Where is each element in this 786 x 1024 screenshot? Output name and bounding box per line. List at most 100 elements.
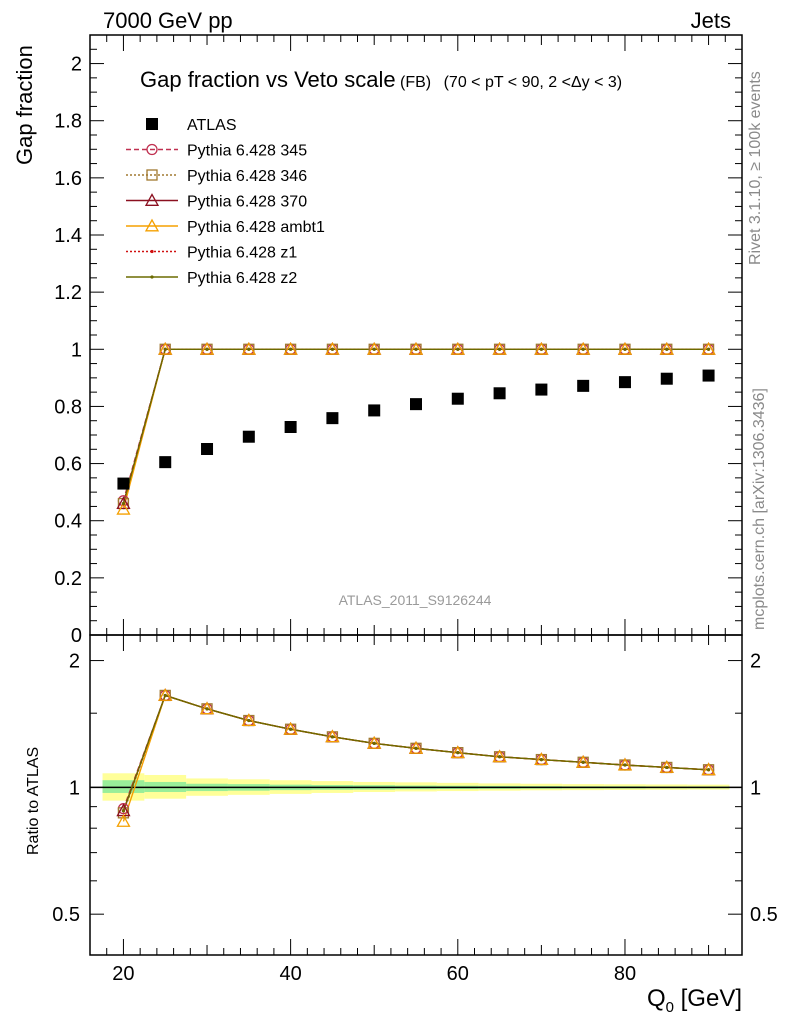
ratio-series-marker — [205, 707, 209, 711]
ratio-y-tick-label: 0.5 — [52, 904, 80, 926]
ratio-series-marker — [414, 746, 418, 750]
legend: ATLAS Pythia 6.428 345 Pythia 6.428 346 Pyt… — [126, 117, 325, 287]
x-axis-title-q: Q — [647, 985, 666, 1012]
ratio-series-marker — [408, 740, 424, 754]
main-series-marker — [247, 347, 251, 351]
ratio-series-marker — [539, 757, 543, 762]
mcplots-label: mcplots.cern.ch [arXiv:1306.3436] — [751, 388, 768, 630]
legend-label: Pythia 6.428 z1 — [187, 245, 297, 262]
legend-swatch-marker — [144, 193, 160, 206]
data-point — [702, 369, 715, 382]
header-left: 7000 GeV pp — [103, 8, 233, 33]
main-y-tick-label: 0.6 — [54, 454, 82, 476]
ratio-series-marker — [283, 721, 298, 735]
main-series-marker — [617, 341, 633, 355]
ratio-band-green — [102, 780, 145, 793]
ratio-bands — [90, 773, 742, 801]
ratio-frame — [89, 634, 743, 956]
ratio-series-marker — [372, 741, 376, 745]
main-series-marker — [205, 347, 209, 351]
ratio-series-marker — [659, 760, 674, 773]
ratio-series-marker — [247, 718, 251, 723]
data-point — [284, 421, 297, 433]
legend-swatch-marker — [146, 118, 158, 130]
data-point — [493, 387, 506, 400]
main-series-marker — [414, 347, 418, 351]
analysis-watermark: ATLAS_2011_S9126244 — [339, 592, 492, 608]
data-point — [618, 376, 631, 389]
main-series-marker — [121, 501, 126, 506]
ratio-series-marker — [497, 755, 502, 759]
legend-swatch-marker — [144, 218, 160, 232]
main-y-tick-label: 2 — [71, 54, 82, 76]
x-axis-title-unit: [GeV] — [674, 985, 742, 1012]
legend-swatch-marker — [150, 249, 154, 254]
ratio-series-marker — [450, 745, 465, 759]
x-tick-label: 40 — [279, 963, 301, 985]
main-y-tick-label: 1.8 — [54, 111, 82, 133]
main-title-cut: (70 < pT < 90, 2 <Δy < 3) — [444, 74, 623, 91]
main-series-marker — [450, 341, 465, 355]
ratio-series-marker — [617, 757, 633, 771]
ratio-series-marker — [121, 809, 126, 813]
data-point — [201, 443, 214, 455]
data-point — [368, 404, 381, 417]
main-y-axis-title: Gap fraction — [12, 45, 37, 165]
ratio-series-marker — [241, 713, 256, 726]
ratio-series-marker — [456, 751, 460, 755]
ratio-y-tick-label: 2 — [69, 651, 80, 673]
main-y-tick-label: 0 — [71, 625, 82, 647]
ratio-y-tick-label-right: 0.5 — [750, 904, 778, 926]
x-tick-label: 20 — [112, 963, 134, 985]
ratio-series-marker — [701, 762, 716, 776]
x-tick-label: 60 — [447, 963, 469, 985]
ratio-series-marker — [163, 693, 167, 698]
main-series-marker — [492, 341, 507, 355]
main-y-tick-label: 0.4 — [54, 511, 82, 533]
data-point — [117, 477, 130, 490]
main-series-marker — [330, 347, 335, 351]
x-axis-title-sub: 0 — [666, 999, 674, 1016]
main-series-marker — [289, 347, 293, 351]
main-series-marker — [241, 341, 256, 355]
main-title-text: Gap fraction vs Veto scale — [140, 67, 396, 92]
legend-swatch-marker — [150, 275, 154, 279]
main-series-marker — [372, 347, 376, 351]
main-series-marker — [116, 501, 131, 515]
main-series-layer — [116, 341, 716, 515]
main-series-marker — [701, 341, 716, 355]
main-y-tick-label: 1.6 — [54, 168, 82, 190]
ratio-series-marker — [116, 814, 131, 827]
data-point — [451, 392, 464, 405]
data-point — [326, 412, 339, 425]
ratio-series-marker — [289, 727, 293, 731]
main-series-marker — [325, 341, 340, 355]
main-series-marker — [659, 341, 674, 355]
main-title: Gap fraction vs Veto scale (FB) (70 < pT… — [140, 67, 622, 92]
ratio-axis-ticks: 20 40 60 80 0.5 0.5 1 1 2 2 — [52, 635, 778, 985]
x-axis-title: Q0 [GeV] — [647, 985, 742, 1016]
ratio-series-marker — [367, 736, 382, 749]
ratio-series-marker — [199, 701, 215, 715]
main-series-marker — [706, 347, 711, 351]
legend-label: Pythia 6.428 346 — [187, 168, 307, 185]
ratio-series-marker — [325, 729, 340, 743]
legend-label: Pythia 6.428 345 — [187, 143, 307, 160]
ratio-y-tick-label: 1 — [69, 777, 80, 799]
data-point — [535, 383, 548, 396]
main-series-marker — [456, 347, 460, 351]
ratio-series-marker — [665, 765, 669, 770]
header-right: Jets — [691, 8, 731, 33]
ratio-series-marker — [581, 760, 585, 764]
main-series-marker — [623, 347, 627, 351]
ratio-y-tick-label-right: 2 — [750, 651, 761, 673]
main-y-tick-label: 0.8 — [54, 396, 82, 418]
ratio-y-axis-title: Ratio to ATLAS — [25, 747, 42, 855]
main-series-marker — [497, 347, 502, 351]
legend-swatch-marker — [146, 143, 158, 156]
ratio-series-marker — [706, 768, 711, 772]
main-y-tick-label: 1.2 — [54, 282, 82, 304]
ratio-series-marker — [330, 735, 335, 739]
